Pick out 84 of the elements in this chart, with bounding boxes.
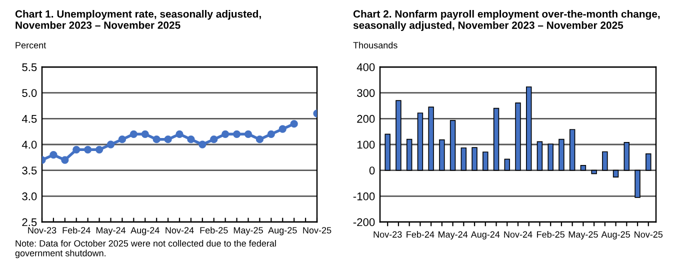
point — [118, 136, 126, 144]
bar — [526, 86, 532, 171]
x-tick-label: Aug-24 — [470, 231, 500, 240]
point — [152, 136, 160, 144]
bar — [515, 102, 521, 171]
bar — [384, 134, 390, 171]
point — [187, 136, 195, 144]
y-tick-label: 3.0 — [22, 192, 37, 200]
bar — [417, 112, 424, 171]
y-tick-label: 5.5 — [22, 63, 37, 72]
point — [50, 151, 58, 159]
bar — [450, 120, 456, 171]
point — [222, 130, 230, 138]
point — [198, 140, 206, 148]
point — [130, 130, 138, 138]
bar — [536, 141, 543, 171]
bar — [472, 147, 478, 171]
y-tick-label: 200 — [357, 114, 375, 123]
y-axis-title: Percent — [16, 42, 46, 48]
y-tick-label: 4.0 — [22, 140, 37, 149]
x-tick-label: Feb-25 — [537, 231, 565, 238]
y-tick-label: 5.0 — [22, 89, 37, 97]
x-tick-label: Feb-24 — [406, 231, 434, 238]
bar — [504, 158, 510, 171]
x-tick-label: Nov-23 — [374, 231, 402, 238]
y-tick-label: 3.5 — [22, 166, 37, 174]
bar — [406, 138, 412, 171]
point — [210, 136, 218, 144]
bar — [428, 106, 434, 171]
x-tick-label: May-25 — [568, 231, 598, 240]
point — [61, 156, 69, 164]
bar — [612, 170, 619, 178]
bar — [602, 151, 608, 171]
x-tick-label: Feb-24 — [62, 226, 90, 234]
x-tick-label: May-25 — [234, 227, 263, 236]
bar — [460, 147, 467, 171]
bar — [634, 170, 640, 198]
bar — [396, 100, 402, 171]
point — [164, 136, 172, 144]
bar — [624, 142, 630, 171]
x-tick-label: Aug-25 — [601, 231, 630, 240]
x-tick-label: Feb-25 — [200, 226, 228, 234]
y-tick-label: -200 — [353, 218, 375, 226]
chart-title: Chart 1. Unemployment rate, seasonally adjusted, November 2023 – November 2025 — [15, 10, 261, 29]
bar — [482, 152, 488, 171]
point — [141, 130, 149, 138]
point — [176, 130, 184, 138]
point — [267, 130, 275, 138]
y-tick-label: 4.5 — [22, 115, 37, 123]
x-tick-label: Aug-24 — [130, 227, 160, 236]
text: Note: Data for October 2025 were not collected due to the federal government shutdown. — [15, 240, 276, 258]
x-tick-label: Aug-25 — [268, 227, 297, 236]
x-tick-label: Nov-24 — [504, 231, 532, 238]
point — [84, 146, 92, 154]
point — [95, 146, 104, 154]
point — [256, 136, 264, 144]
point — [106, 140, 115, 148]
point — [232, 130, 241, 138]
chart-title: Chart 2. Nonfarm payroll employment over-the-month change, seasonally adjusted, November 2023 – November 2025 — [353, 10, 660, 31]
bar — [591, 170, 597, 174]
x-tick-label: Nov-24 — [166, 227, 194, 234]
bar — [439, 139, 445, 171]
y-tick-label: 300 — [357, 89, 375, 97]
x-tick-label: Nov-25 — [634, 231, 663, 238]
bar — [646, 153, 652, 171]
y-tick-label: -100 — [353, 192, 375, 200]
point — [278, 125, 286, 133]
point — [72, 146, 80, 154]
y-tick-label: 2.5 — [22, 218, 37, 226]
x-tick-label: May-24 — [96, 227, 126, 236]
bar — [558, 138, 564, 171]
y-tick-label: 400 — [356, 63, 375, 72]
x-tick-label: Nov-25 — [303, 227, 332, 234]
point — [244, 130, 252, 138]
bar — [569, 129, 576, 171]
bar — [580, 165, 586, 171]
bar — [493, 108, 500, 171]
point — [290, 120, 298, 128]
y-tick-label: 0 — [369, 166, 375, 174]
y-tick-label: 100 — [357, 140, 375, 149]
x-tick-label: May-24 — [438, 231, 468, 240]
bar — [548, 144, 554, 171]
x-tick-label: Nov-23 — [28, 227, 56, 234]
y-axis-title: Thousands — [353, 42, 398, 48]
